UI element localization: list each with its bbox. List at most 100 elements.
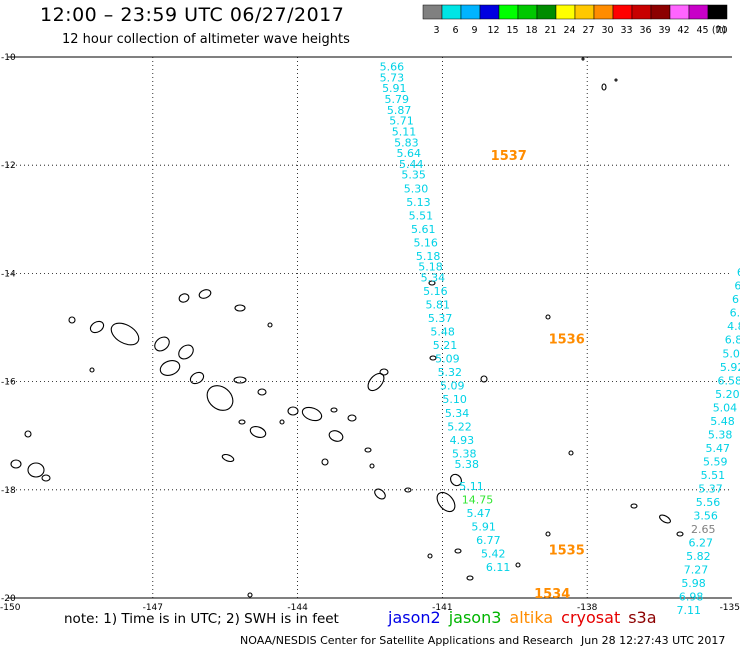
lon-tick-label: -135 bbox=[720, 603, 740, 613]
island-outline bbox=[545, 314, 551, 320]
swh-value: 5.09 bbox=[435, 353, 460, 366]
island-outline bbox=[206, 385, 234, 411]
island-outline bbox=[159, 360, 181, 376]
swh-value: 5.06 bbox=[722, 347, 740, 360]
generation-timestamp: Jun 28 12:27:43 UTC 2017 bbox=[581, 634, 726, 647]
swh-value: 5.47 bbox=[467, 507, 492, 520]
swh-value: 5.20 bbox=[715, 388, 740, 401]
lon-tick-label: -141 bbox=[432, 603, 452, 613]
swh-value: 5.10 bbox=[442, 393, 467, 406]
color-scale-label: 15 bbox=[506, 25, 518, 36]
island-outline bbox=[238, 419, 246, 425]
color-scale-label: 9 bbox=[471, 25, 477, 36]
swh-value: 5.11 bbox=[459, 480, 484, 493]
lat-lon-grid bbox=[8, 56, 732, 599]
island-outlines bbox=[10, 57, 684, 598]
swh-value: 6.31 bbox=[732, 293, 740, 306]
swh-value: 5.30 bbox=[404, 182, 429, 195]
swh-value: 6.58 bbox=[718, 374, 740, 387]
legend-jason3: jason3 bbox=[448, 608, 502, 627]
swh-value: 4.93 bbox=[450, 434, 475, 447]
lat-tick-label: -14 bbox=[1, 269, 16, 279]
swh-value: 6.77 bbox=[476, 534, 501, 547]
swh-value: 5.16 bbox=[413, 236, 438, 249]
lat-tick-label: -20 bbox=[1, 594, 16, 604]
island-outline bbox=[279, 419, 285, 425]
island-outline bbox=[247, 592, 253, 598]
color-scale-label: 33 bbox=[620, 25, 632, 36]
island-outline bbox=[27, 462, 45, 478]
swh-value: 5.34 bbox=[445, 407, 470, 420]
island-outline bbox=[189, 371, 205, 385]
swh-value: 5.48 bbox=[710, 415, 735, 428]
island-outline bbox=[601, 83, 607, 91]
swh-value: 5.11 bbox=[392, 125, 417, 138]
lat-tick-label: -16 bbox=[1, 378, 16, 388]
island-outline bbox=[545, 531, 551, 537]
island-outline bbox=[454, 548, 462, 554]
credit-line: NOAA/NESDIS Center for Satellite Applica… bbox=[240, 634, 574, 647]
axis-tick-labels: -150 -147 -144 -141 -138 -135 -10 -12 -14 -16 -18 -… bbox=[0, 53, 740, 613]
color-scale-label: 42 bbox=[677, 25, 689, 36]
pass-labels: 15371536153515341854 bbox=[491, 149, 585, 602]
island-outline bbox=[89, 320, 105, 334]
swh-value: 5.91 bbox=[382, 82, 407, 95]
island-outline bbox=[659, 514, 671, 524]
color-scale-label: 6 bbox=[452, 25, 458, 36]
legend-s3a: s3a bbox=[628, 608, 657, 627]
pass-number-label: 1534 bbox=[534, 587, 570, 602]
island-outline bbox=[249, 426, 267, 438]
color-scale-bar: 3 6 9 12 15 18 21 24 27 30 33 36 39 42 45 70(ft) bbox=[422, 4, 728, 36]
legend-jason2: jason2 bbox=[388, 608, 441, 627]
island-outline bbox=[369, 463, 375, 469]
swh-value: 5.09 bbox=[440, 380, 465, 393]
swh-value: 5.22 bbox=[447, 420, 472, 433]
island-outline bbox=[89, 367, 95, 373]
island-outline bbox=[347, 414, 357, 422]
island-outline bbox=[178, 293, 190, 303]
page-title: 12:00 – 23:59 UTC 06/27/2017 bbox=[40, 4, 345, 26]
swh-value: 6.8 bbox=[737, 266, 740, 279]
color-scale-label: 3 bbox=[433, 25, 439, 36]
island-outline bbox=[427, 553, 433, 559]
pass-number-label: 1537 bbox=[491, 149, 527, 164]
swh-value: 5.13 bbox=[406, 196, 431, 209]
island-outline bbox=[154, 336, 170, 352]
swh-value: 5.35 bbox=[401, 169, 426, 182]
color-scale-label: 27 bbox=[582, 25, 594, 36]
swh-value: 6.09 bbox=[730, 307, 740, 320]
swh-value: 5.92 bbox=[720, 361, 740, 374]
color-scale-label: 39 bbox=[658, 25, 670, 36]
island-outline bbox=[404, 487, 412, 493]
island-outline bbox=[330, 407, 338, 413]
swh-value: 5.61 bbox=[411, 223, 436, 236]
color-scale-label: 12 bbox=[487, 25, 499, 36]
swh-value: 4.86 bbox=[727, 320, 740, 333]
island-outline bbox=[568, 450, 574, 456]
island-outline bbox=[321, 458, 329, 466]
color-scale-label: 36 bbox=[639, 25, 651, 36]
color-scale-label: 24 bbox=[563, 25, 575, 36]
swh-value: 14.75 bbox=[462, 493, 494, 506]
swh-value: 5.44 bbox=[399, 158, 424, 171]
swh-value: 5.51 bbox=[701, 469, 726, 482]
island-outline bbox=[581, 57, 585, 61]
lat-tick-label: -12 bbox=[1, 161, 16, 171]
swh-value: 5.21 bbox=[433, 339, 458, 352]
lon-tick-label: -138 bbox=[577, 603, 598, 613]
color-scale-unit: (ft) bbox=[712, 25, 726, 36]
swh-value: 3.56 bbox=[693, 510, 718, 523]
swh-value: 5.51 bbox=[409, 209, 434, 222]
swh-value: 5.73 bbox=[380, 71, 405, 84]
pass-number-label: 1535 bbox=[549, 544, 585, 559]
legend-cryosat: cryosat bbox=[561, 608, 621, 627]
lon-tick-label: -144 bbox=[287, 603, 308, 613]
island-outline bbox=[328, 430, 344, 442]
swh-value: 6.1 bbox=[734, 280, 740, 293]
island-outline bbox=[428, 280, 436, 286]
island-outline bbox=[480, 375, 488, 383]
island-outline bbox=[198, 289, 212, 299]
island-outline bbox=[267, 322, 273, 328]
island-outline bbox=[630, 503, 638, 509]
